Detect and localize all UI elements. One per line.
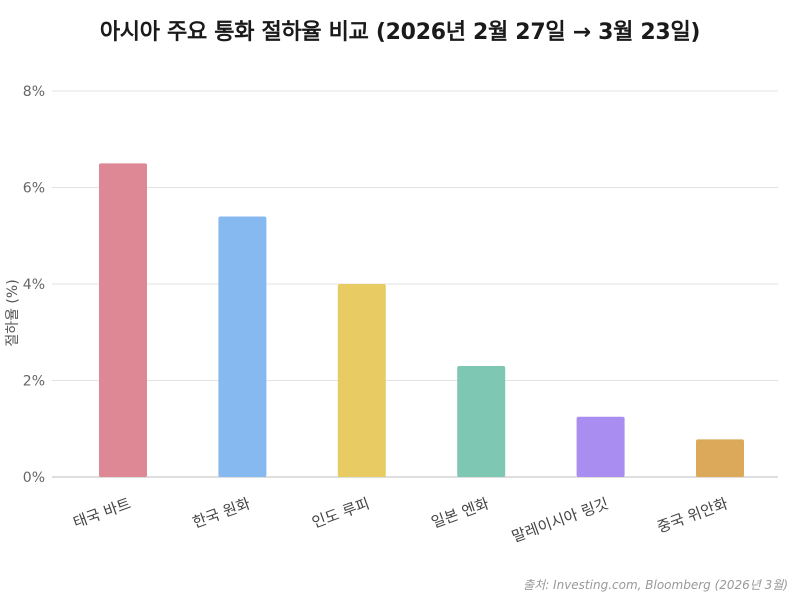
bar xyxy=(337,284,386,477)
bar xyxy=(457,366,506,477)
bar xyxy=(696,439,744,477)
bar xyxy=(99,163,147,477)
x-tick-label: 한국 원화 xyxy=(190,494,253,531)
x-tick-label: 일본 엔화 xyxy=(429,494,492,531)
y-tick-label: 8% xyxy=(23,84,45,100)
grid-lines xyxy=(52,90,778,478)
bars xyxy=(99,163,744,477)
x-tick-label: 태국 바트 xyxy=(71,494,134,531)
y-tick-label: 6% xyxy=(23,181,45,197)
x-tick-label: 중국 위안화 xyxy=(655,494,731,536)
y-axis-ticks: 0% 2% 4% 6% 8% xyxy=(23,84,45,486)
x-tick-label: 말레이시아 링깃 xyxy=(509,494,610,546)
bar xyxy=(576,416,625,477)
bar xyxy=(218,216,267,477)
source-note: 출처: Investing.com, Bloomberg (2026년 3월) xyxy=(523,578,788,592)
y-tick-label: 4% xyxy=(23,277,45,293)
chart-title: 아시아 주요 통화 절하율 비교 (2026년 2월 27일 → 3월 23일) xyxy=(99,20,701,45)
x-axis-labels: 태국 바트 한국 원화 인도 루피 일본 엔화 말레이시아 링깃 중국 위안화 xyxy=(71,494,731,546)
x-tick-label: 인도 루피 xyxy=(309,494,372,531)
y-tick-label: 0% xyxy=(23,470,45,486)
y-axis-title: 절하율 (%) xyxy=(5,279,21,346)
y-tick-label: 2% xyxy=(23,374,45,390)
